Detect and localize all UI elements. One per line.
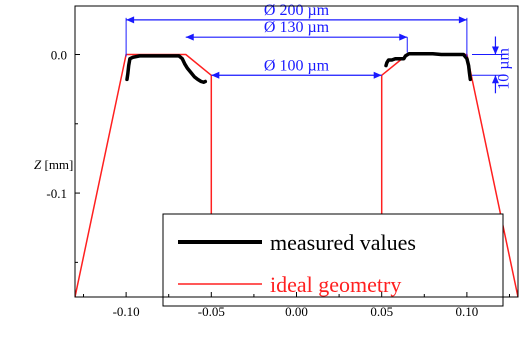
dimension-0-arrow-right	[458, 16, 467, 24]
dimension-label-3: 10 µm	[495, 48, 512, 90]
measured-values-series	[125, 52, 473, 84]
ideal-profile-0	[75, 53, 213, 297]
legend-label-ideal: ideal geometry	[270, 272, 401, 297]
y-axis-unit: [mm]	[41, 157, 73, 172]
x-tick-label-4: 0.10	[456, 304, 479, 319]
measured-profile-1	[384, 52, 473, 82]
x-tick-label-0: -0.10	[113, 304, 140, 319]
axes: -0.10 -0.05 0.00 0.05 0.10 0.0 -0.1	[46, 48, 510, 319]
dimension-0-arrow-left	[126, 16, 135, 24]
dimension-3-arrow-bottom	[491, 75, 499, 84]
dimension-2-arrow-right	[373, 71, 382, 79]
dimension-1-arrow-right	[399, 33, 408, 41]
measured-profile-0	[125, 54, 208, 84]
legend-label-measured: measured values	[270, 230, 416, 255]
dimension-annotations: Ø 200 µmØ 130 µm Ø 100 µm 10 µm	[125, 2, 512, 94]
dimension-label-1: Ø 130 µm	[264, 19, 330, 36]
legend-box	[162, 213, 504, 307]
y-tick-label-1: -0.1	[46, 186, 67, 201]
dimension-2-arrow-left	[211, 71, 220, 79]
dimension-1-arrow-left	[185, 33, 194, 41]
y-axis-label: Z [mm]	[34, 157, 73, 172]
dimension-label-0: Ø 200 µm	[264, 2, 330, 19]
dimension-3-arrow-top	[491, 46, 499, 55]
y-tick-label-0: 0.0	[51, 48, 67, 63]
dimension-label-2: Ø 100 µm	[264, 57, 330, 74]
x-tick-label-1: -0.05	[198, 304, 225, 319]
x-tick-label-2: 0.00	[285, 304, 308, 319]
x-tick-label-3: 0.05	[370, 304, 393, 319]
